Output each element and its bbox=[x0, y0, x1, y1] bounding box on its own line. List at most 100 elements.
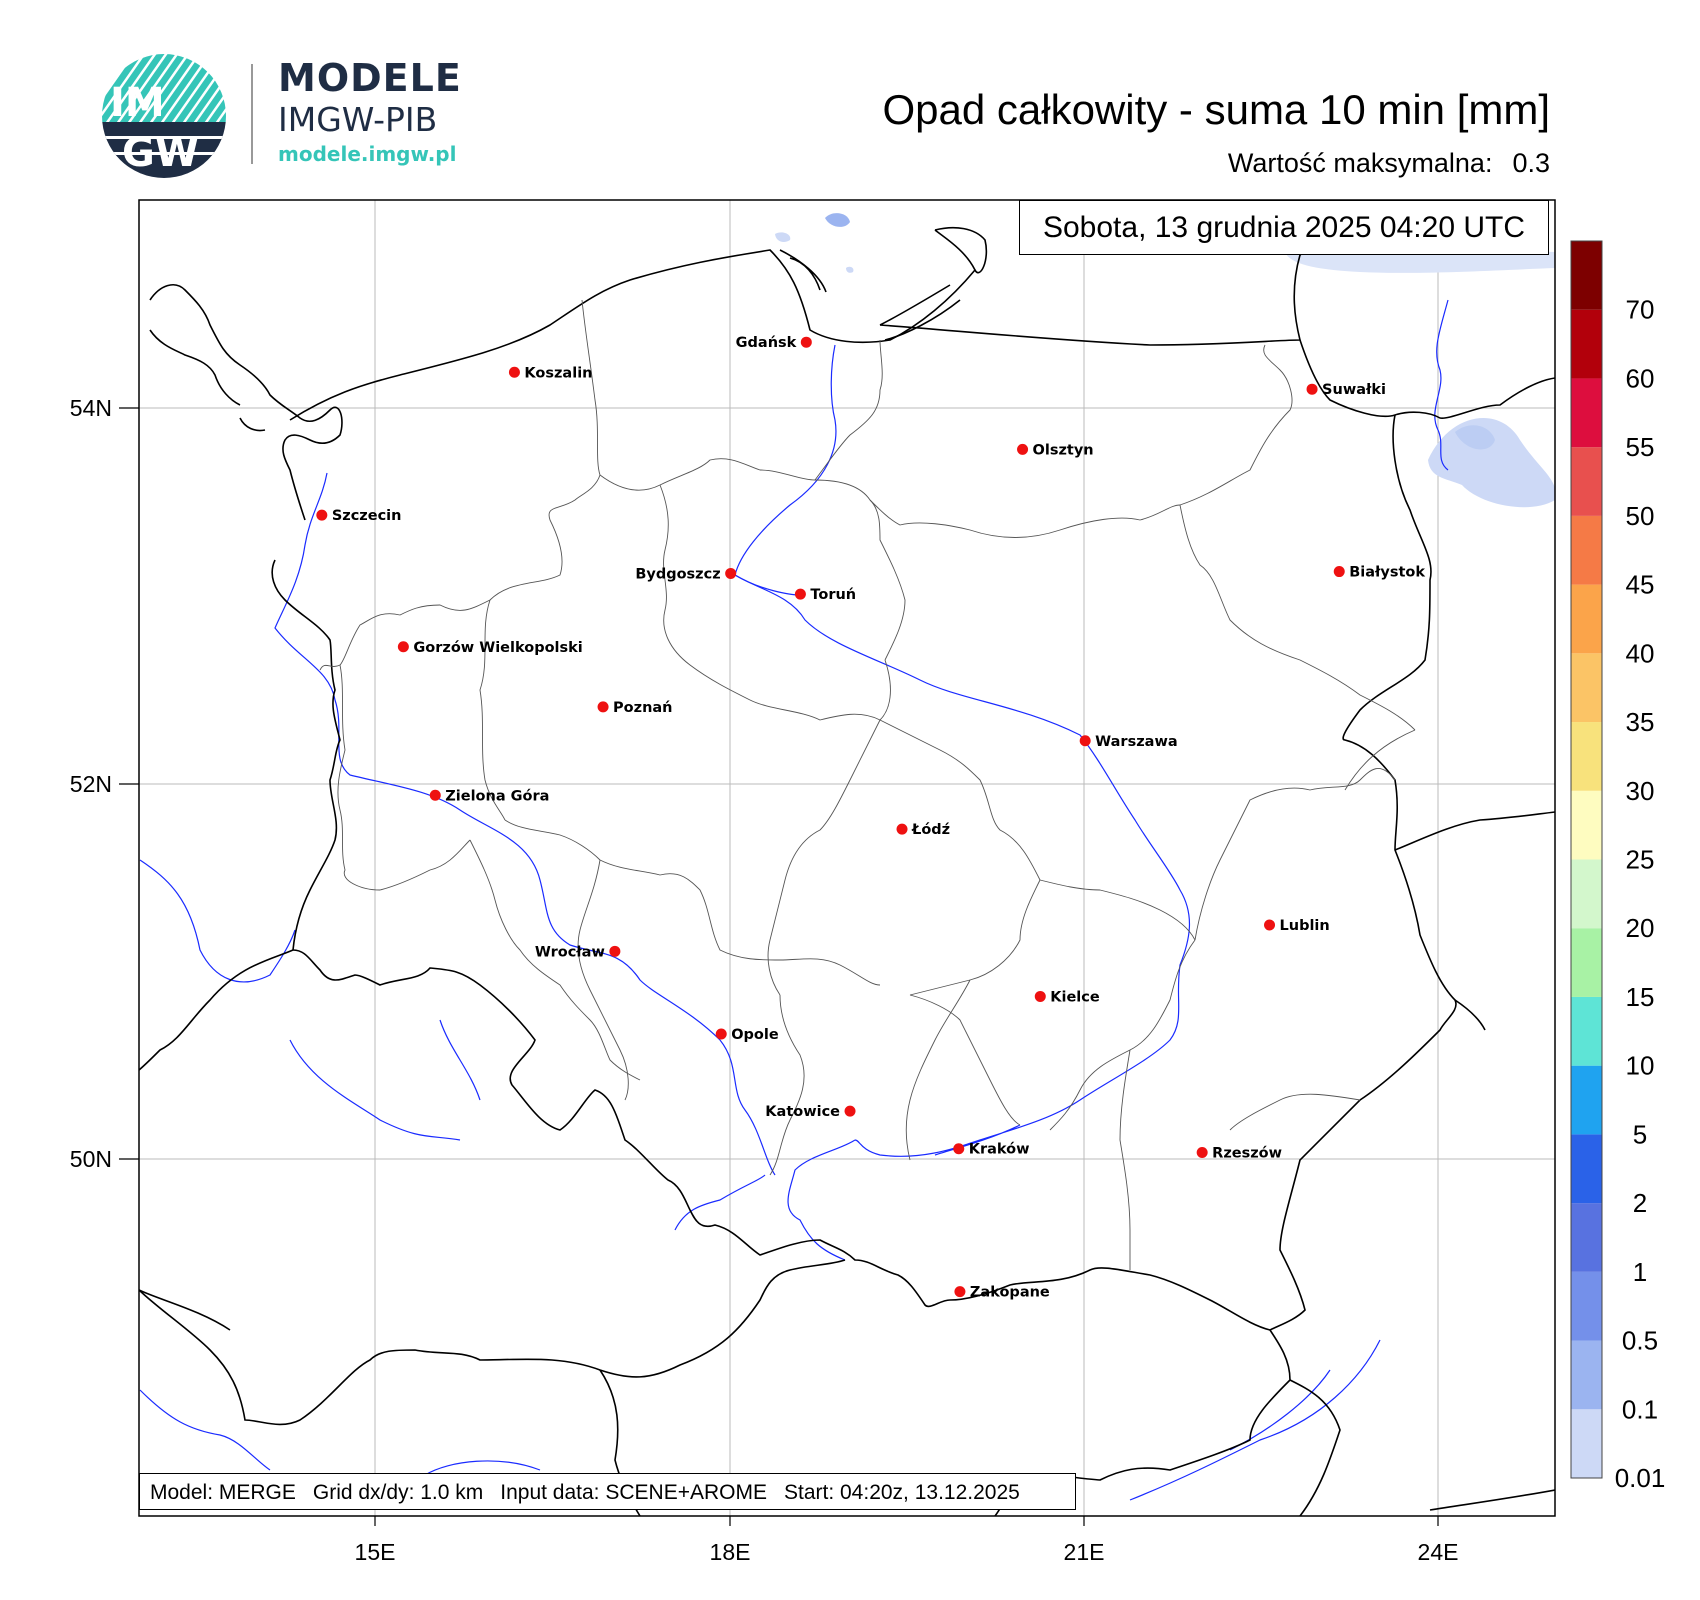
city-marker-icon bbox=[597, 701, 609, 713]
imgw-logo: IM GW MODELE IMGW-PIB modele.imgw.pl bbox=[100, 52, 500, 182]
axis-labels: 15E 18E 21E 24E 54N 52N 50N bbox=[70, 395, 1459, 1565]
logo-url[interactable]: modele.imgw.pl bbox=[278, 142, 457, 166]
lon-tick-label: 24E bbox=[1418, 1539, 1459, 1565]
city-8: Gorzów Wielkopolski bbox=[397, 640, 583, 656]
footer-model: Model: MERGE bbox=[150, 1481, 296, 1504]
city-label: Zakopane bbox=[970, 1285, 1050, 1301]
city-label: Toruń bbox=[810, 587, 856, 603]
city-18: Rzeszów bbox=[1196, 1145, 1282, 1161]
city-marker-icon bbox=[715, 1028, 727, 1040]
colorbar-label: 0.5 bbox=[1622, 1326, 1658, 1356]
model-info-footer: Model: MERGE Grid dx/dy: 1.0 km Input data… bbox=[139, 1473, 1076, 1510]
colorbar-swatch bbox=[1571, 790, 1602, 860]
badge-top-text: IM bbox=[110, 80, 165, 126]
colorbar-swatch bbox=[1571, 722, 1602, 791]
city-marker-icon bbox=[1264, 919, 1276, 931]
city-marker-icon bbox=[954, 1286, 966, 1298]
colorbar-swatch bbox=[1571, 859, 1602, 929]
city-label: Suwałki bbox=[1322, 382, 1386, 398]
city-marker-icon bbox=[508, 366, 520, 378]
max-value-label: Wartość maksymalna: bbox=[1227, 148, 1493, 178]
city-label: Wrocław bbox=[535, 944, 605, 960]
city-label: Gdańsk bbox=[736, 335, 797, 351]
colorbar-swatch bbox=[1571, 928, 1602, 997]
page-title: Opad całkowity - suma 10 min [mm] bbox=[882, 86, 1550, 133]
colorbar-label: 40 bbox=[1626, 638, 1655, 668]
city-12: Łódź bbox=[896, 822, 950, 838]
city-marker-icon bbox=[725, 567, 737, 579]
city-14: Wrocław bbox=[535, 944, 621, 960]
footer-start: Start: 04:20z, 13.12.2025 bbox=[783, 1481, 1020, 1504]
colorbar-label: 1 bbox=[1633, 1257, 1647, 1287]
colorbar-label: 20 bbox=[1626, 913, 1655, 943]
city-2: Suwałki bbox=[1306, 382, 1386, 398]
colorbar-label: 0.1 bbox=[1622, 1394, 1658, 1424]
city-marker-icon bbox=[397, 641, 409, 653]
city-markers: Gdańsk Koszalin Suwałki Olsztyn Szczecin Biał… bbox=[316, 335, 1425, 1301]
city-0: Gdańsk bbox=[736, 335, 812, 351]
rivers bbox=[139, 299, 1449, 1501]
city-label: Szczecin bbox=[332, 508, 402, 524]
colorbar-label: 45 bbox=[1626, 570, 1655, 600]
city-marker-icon bbox=[429, 789, 441, 801]
city-label: Warszawa bbox=[1095, 734, 1177, 750]
city-4: Szczecin bbox=[316, 508, 401, 524]
city-5: Białystok bbox=[1333, 565, 1425, 581]
city-label: Kielce bbox=[1050, 989, 1100, 1005]
logo-subname: IMGW-PIB bbox=[278, 100, 438, 139]
city-marker-icon bbox=[953, 1143, 965, 1155]
city-13: Lublin bbox=[1264, 918, 1330, 934]
city-marker-icon bbox=[1306, 383, 1318, 395]
colorbar-label: 30 bbox=[1626, 776, 1655, 806]
city-marker-icon bbox=[844, 1105, 856, 1117]
colorbar-label: 15 bbox=[1626, 982, 1655, 1012]
colorbar-swatch bbox=[1571, 996, 1602, 1066]
colorbar-swatch bbox=[1571, 1134, 1602, 1204]
city-6: Bydgoszcz bbox=[635, 566, 737, 582]
city-marker-icon bbox=[1079, 735, 1091, 747]
colorbar-swatch bbox=[1571, 1409, 1602, 1478]
city-marker-icon bbox=[800, 336, 812, 348]
max-value: 0.3 bbox=[1512, 148, 1550, 178]
colorbar-swatch bbox=[1571, 309, 1602, 379]
lat-tick-label: 52N bbox=[70, 771, 112, 797]
lat-tick-label: 54N bbox=[70, 395, 112, 421]
colorbar-label: 55 bbox=[1626, 432, 1655, 462]
colorbar-swatch bbox=[1571, 1203, 1602, 1272]
lon-tick-label: 15E bbox=[355, 1539, 396, 1565]
city-19: Kraków bbox=[953, 1142, 1030, 1158]
city-marker-icon bbox=[609, 945, 621, 957]
city-label: Kraków bbox=[969, 1142, 1030, 1158]
voivodeship-borders bbox=[319, 299, 1416, 1270]
footer-grid: Grid dx/dy: 1.0 km bbox=[312, 1481, 484, 1504]
city-label: Łódź bbox=[911, 822, 950, 838]
colorbar-swatch bbox=[1571, 515, 1602, 585]
city-label: Białystok bbox=[1349, 565, 1425, 581]
colorbar-label: 25 bbox=[1626, 845, 1655, 875]
map-frame bbox=[138, 199, 1556, 1517]
city-label: Lublin bbox=[1280, 918, 1330, 934]
graticule bbox=[139, 200, 1555, 1516]
city-marker-icon bbox=[1333, 566, 1345, 578]
city-marker-icon bbox=[1017, 443, 1029, 455]
city-label: Opole bbox=[731, 1027, 779, 1043]
colorbar-label: 35 bbox=[1626, 707, 1655, 737]
colorbar-label: 10 bbox=[1626, 1051, 1655, 1081]
city-marker-icon bbox=[896, 823, 908, 835]
city-1: Koszalin bbox=[508, 365, 592, 381]
city-label: Katowice bbox=[765, 1104, 840, 1120]
colorbar-label: 5 bbox=[1633, 1119, 1647, 1149]
city-7: Toruń bbox=[794, 587, 856, 603]
city-marker-icon bbox=[316, 509, 328, 521]
colorbar-label: 70 bbox=[1626, 295, 1655, 325]
city-label: Gorzów Wielkopolski bbox=[413, 640, 582, 656]
city-label: Rzeszów bbox=[1212, 1145, 1282, 1161]
precipitation-areas bbox=[775, 213, 1555, 508]
colorbar-label: 60 bbox=[1626, 363, 1655, 393]
colorbar-label: 50 bbox=[1626, 501, 1655, 531]
city-label: Poznań bbox=[613, 700, 672, 716]
city-label: Zielona Góra bbox=[445, 788, 549, 804]
logo-name: MODELE bbox=[278, 56, 462, 100]
